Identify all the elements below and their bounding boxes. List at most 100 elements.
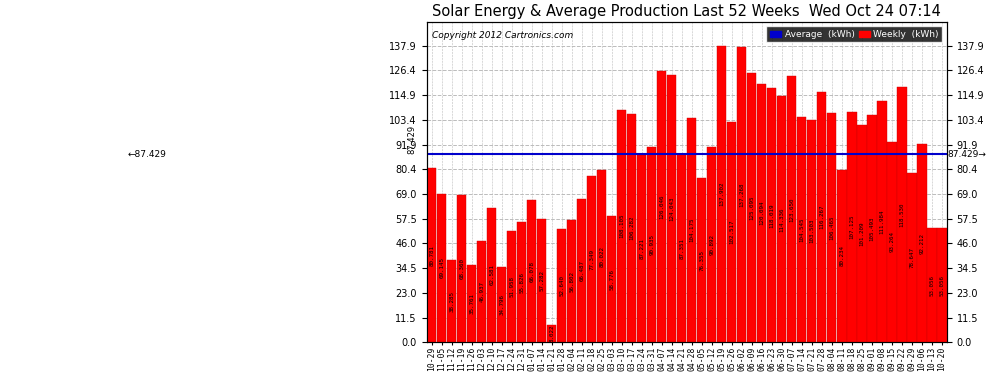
Text: 93.264: 93.264	[889, 231, 894, 252]
Bar	[867, 116, 876, 342]
Bar	[667, 75, 676, 342]
Bar	[687, 118, 696, 342]
Text: 8.022: 8.022	[549, 325, 554, 342]
Bar	[707, 147, 717, 342]
Text: 66.078: 66.078	[530, 261, 535, 282]
Bar	[807, 120, 817, 342]
Text: 124.043: 124.043	[669, 196, 674, 221]
Text: 53.056: 53.056	[930, 275, 935, 296]
Bar	[728, 122, 737, 342]
Text: 76.355: 76.355	[699, 250, 704, 271]
Bar	[597, 170, 606, 342]
Bar	[437, 194, 446, 342]
Bar	[818, 92, 827, 342]
Text: 114.336: 114.336	[779, 207, 784, 231]
Text: 35.761: 35.761	[469, 293, 474, 314]
Text: 68.360: 68.360	[459, 258, 464, 279]
Text: 66.487: 66.487	[579, 260, 584, 281]
Text: 108.105: 108.105	[620, 214, 625, 238]
Text: 58.776: 58.776	[609, 268, 614, 290]
Text: 125.095: 125.095	[749, 195, 754, 220]
Text: 107.125: 107.125	[849, 215, 854, 239]
Bar	[557, 229, 566, 342]
Text: 87.221: 87.221	[640, 238, 644, 259]
Bar	[908, 173, 917, 342]
Bar	[797, 117, 807, 342]
Text: 87.351: 87.351	[679, 238, 684, 259]
Text: 77.349: 77.349	[589, 249, 594, 270]
Bar	[857, 124, 866, 342]
Text: 52.640: 52.640	[559, 275, 564, 296]
Bar	[628, 114, 637, 342]
Bar	[647, 147, 656, 342]
Text: ←87.429: ←87.429	[128, 150, 166, 159]
Text: 118.530: 118.530	[900, 202, 905, 227]
Bar	[657, 71, 666, 342]
Text: 137.902: 137.902	[720, 182, 725, 206]
Text: 80.234: 80.234	[840, 246, 844, 267]
Bar	[577, 199, 586, 342]
Bar	[938, 228, 946, 342]
Bar	[777, 96, 786, 342]
Bar	[738, 47, 746, 342]
Text: 106.282: 106.282	[630, 216, 635, 240]
Bar	[787, 76, 797, 342]
Text: 111.984: 111.984	[879, 210, 884, 234]
Text: 120.094: 120.094	[759, 201, 764, 225]
Text: 137.268: 137.268	[740, 182, 744, 207]
Bar	[757, 84, 766, 342]
Bar	[447, 260, 456, 342]
Text: 90.935: 90.935	[649, 234, 654, 255]
Bar	[527, 200, 537, 342]
Bar	[507, 231, 517, 342]
Bar	[607, 216, 617, 342]
Bar	[467, 266, 476, 342]
Text: 80.022: 80.022	[599, 246, 604, 267]
Bar	[838, 170, 846, 342]
Text: 55.826: 55.826	[519, 272, 525, 293]
Bar	[497, 267, 506, 342]
Text: 92.212: 92.212	[920, 232, 925, 254]
Bar	[617, 110, 627, 342]
Text: 102.517: 102.517	[730, 220, 735, 244]
Text: 101.209: 101.209	[859, 221, 864, 246]
Text: 123.650: 123.650	[789, 197, 794, 222]
Text: 62.581: 62.581	[489, 264, 494, 285]
Text: 80.781: 80.781	[430, 245, 435, 266]
Bar	[767, 88, 776, 342]
Bar	[477, 241, 486, 342]
Text: 56.802: 56.802	[569, 271, 574, 292]
Text: 116.267: 116.267	[820, 205, 825, 230]
Bar	[427, 168, 437, 342]
Text: 104.175: 104.175	[689, 218, 694, 243]
Bar	[887, 142, 897, 342]
Text: 104.545: 104.545	[799, 217, 805, 242]
Bar	[847, 112, 856, 342]
Text: 38.285: 38.285	[449, 291, 454, 312]
Bar	[717, 46, 727, 342]
Bar	[587, 176, 596, 342]
Text: 103.503: 103.503	[810, 219, 815, 243]
Legend: Average  (kWh), Weekly  (kWh): Average (kWh), Weekly (kWh)	[766, 26, 942, 42]
Bar	[928, 228, 937, 342]
Text: 118.019: 118.019	[769, 203, 774, 228]
Text: 57.282: 57.282	[540, 270, 545, 291]
Bar	[918, 144, 927, 342]
Bar	[638, 154, 646, 342]
Bar	[677, 154, 686, 342]
Text: 126.046: 126.046	[659, 195, 664, 219]
Text: 69.145: 69.145	[440, 257, 445, 278]
Bar	[828, 113, 837, 342]
Bar	[517, 222, 527, 342]
Text: 78.647: 78.647	[910, 247, 915, 268]
Text: 106.465: 106.465	[830, 216, 835, 240]
Text: 51.958: 51.958	[509, 276, 514, 297]
Text: Copyright 2012 Cartronics.com: Copyright 2012 Cartronics.com	[432, 32, 573, 40]
Text: 105.493: 105.493	[869, 216, 874, 241]
Text: 34.796: 34.796	[499, 294, 504, 315]
Bar	[487, 208, 496, 342]
Text: 87.429: 87.429	[407, 125, 416, 154]
Bar	[538, 219, 546, 342]
Bar	[567, 220, 576, 342]
Bar	[897, 87, 907, 342]
